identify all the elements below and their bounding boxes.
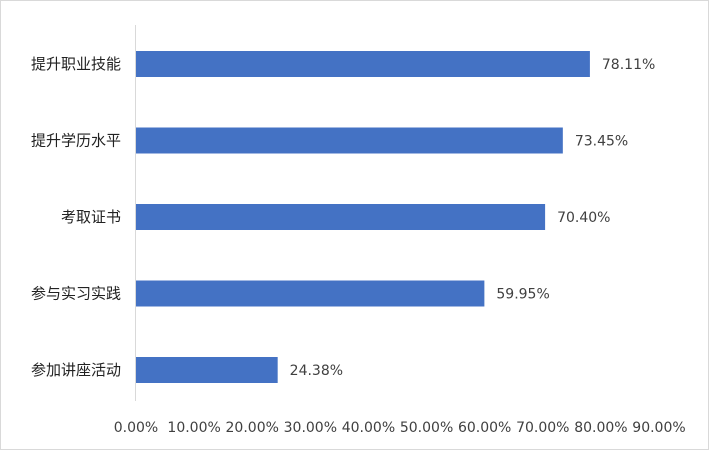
x-tick-label-7: 70.00%	[516, 420, 569, 436]
data-label-3: 70.40%	[557, 210, 610, 226]
data-label-5: 24.38%	[290, 363, 343, 379]
x-tick-label-9: 90.00%	[632, 420, 685, 436]
category-label-1: 提升职业技能	[31, 55, 121, 73]
x-tick-label-3: 30.00%	[284, 420, 337, 436]
x-tick-label-4: 40.00%	[342, 420, 395, 436]
data-label-4: 59.95%	[496, 287, 549, 303]
bar-1	[136, 51, 590, 77]
data-label-2: 73.45%	[575, 134, 628, 150]
x-tick-label-6: 60.00%	[458, 420, 511, 436]
data-labels: 78.11% 73.45% 70.40% 59.95% 24.38%	[290, 57, 656, 379]
x-tick-label-0: 0.00%	[114, 420, 158, 436]
x-tick-labels: 0.00% 10.00% 20.00% 30.00% 40.00% 50.00% 60.00…	[114, 420, 686, 436]
bar-3	[136, 204, 546, 230]
bar-5	[136, 357, 278, 383]
bar-4	[136, 280, 485, 307]
data-label-1: 78.11%	[602, 57, 655, 73]
category-label-2: 提升学历水平	[31, 132, 121, 150]
x-tick-label-2: 20.00%	[226, 420, 279, 436]
category-label-3: 考取证书	[61, 208, 121, 226]
x-tick-label-1: 10.00%	[167, 420, 220, 436]
bars-group	[136, 51, 590, 383]
category-label-5: 参加讲座活动	[31, 361, 121, 379]
category-label-4: 参与实习实践	[31, 285, 121, 303]
x-tick-label-8: 80.00%	[574, 420, 627, 436]
bar-2	[136, 127, 563, 154]
x-tick-label-5: 50.00%	[400, 420, 453, 436]
